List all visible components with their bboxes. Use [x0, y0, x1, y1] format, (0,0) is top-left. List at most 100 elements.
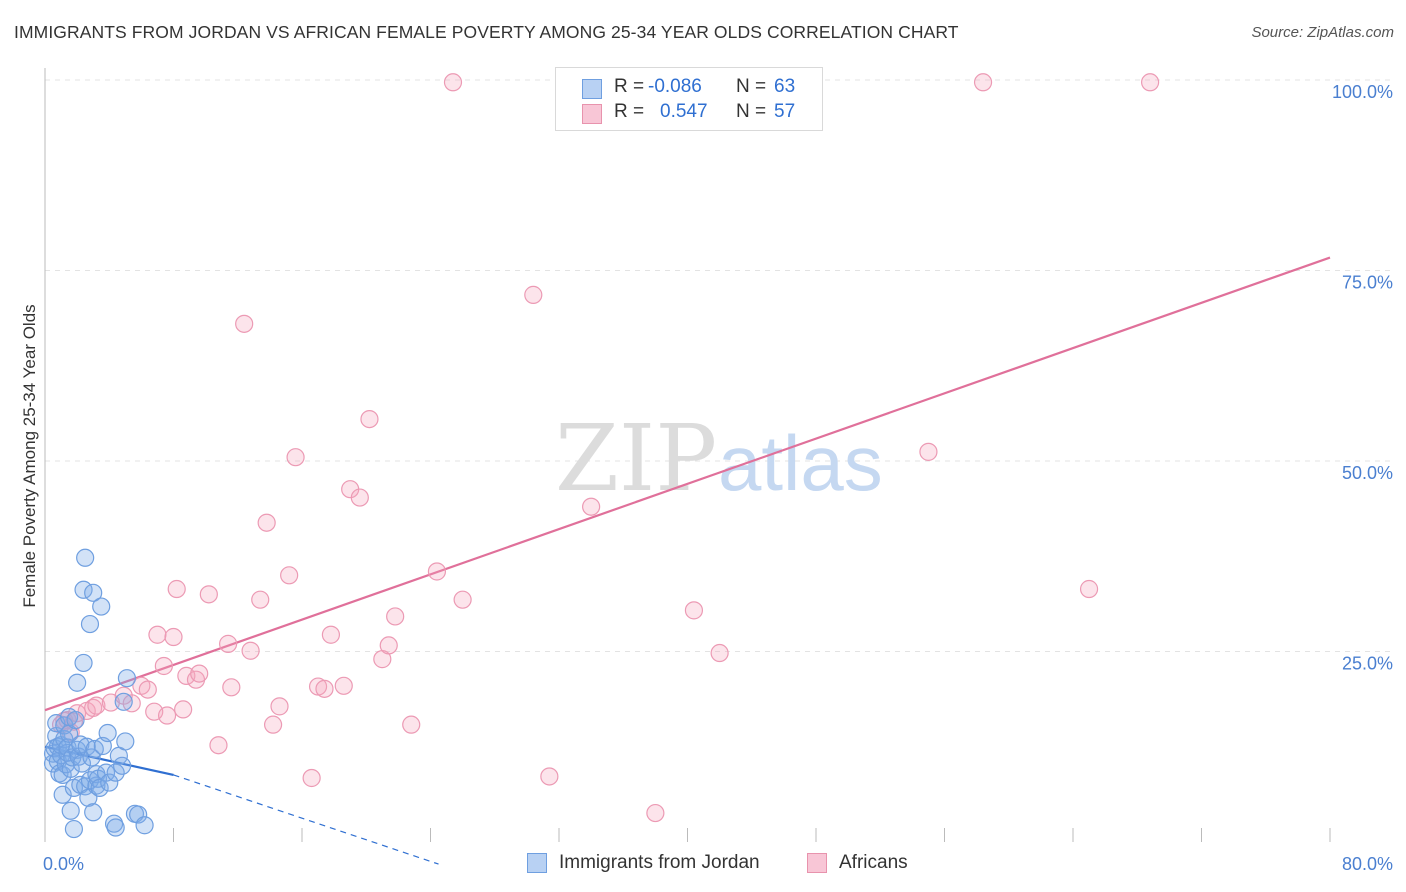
legend-n-label: N = [736, 76, 767, 97]
point-africans [973, 73, 993, 92]
grid-lines [45, 79, 1392, 652]
trend-lines [44, 256, 1331, 865]
point-africans [1140, 73, 1160, 92]
point-africans [379, 636, 398, 655]
axes [44, 68, 1331, 842]
point-jordan [64, 819, 84, 839]
point-jordan [98, 723, 117, 743]
point-africans [360, 409, 379, 429]
point-africans [164, 627, 183, 647]
source-credit: Source: ZipAtlas.com [1251, 24, 1394, 41]
point-africans [219, 634, 238, 653]
point-africans [402, 715, 421, 734]
point-africans [263, 715, 283, 734]
point-africans [257, 513, 276, 532]
point-africans [582, 497, 601, 516]
point-africans [84, 698, 103, 717]
point-africans [1079, 579, 1099, 599]
y-tick-label: 50.0% [1342, 463, 1393, 483]
legend-swatch-jordan [582, 79, 602, 99]
bottom-legend-swatch-africans [807, 853, 827, 873]
point-jordan [61, 801, 80, 820]
y-axis-title: Female Poverty Among 25-34 Year Olds [20, 304, 39, 607]
x-tick-label: 0.0% [43, 854, 84, 874]
point-jordan [116, 732, 135, 751]
point-jordan [84, 583, 103, 602]
point-africans [321, 625, 341, 644]
trend-line-africans [44, 256, 1331, 712]
tick-labels: 25.0% 50.0% 75.0% 100.0% 0.0% 80.0% [43, 82, 1393, 874]
point-jordan [92, 597, 111, 616]
point-africans [334, 676, 353, 695]
legend-row-africans: R = 0.547 N = 57 [556, 101, 822, 127]
point-africans [209, 736, 228, 755]
point-africans [199, 585, 218, 604]
bottom-legend-label-jordan: Immigrants from Jordan [559, 852, 760, 873]
chart-title: IMMIGRANTS FROM JORDAN VS AFRICAN FEMALE… [14, 22, 959, 42]
legend-n-value: 63 [774, 76, 796, 97]
point-jordan [100, 773, 119, 792]
legend-n-label: N = [736, 101, 767, 122]
point-africans [350, 488, 369, 507]
legend-r-value: 0.547 [660, 101, 708, 122]
point-africans [453, 590, 472, 609]
y-tick-label: 100.0% [1332, 82, 1393, 102]
point-africans [190, 664, 209, 683]
point-africans [251, 590, 270, 609]
point-africans [386, 607, 405, 626]
watermark: ZIP atlas [555, 405, 883, 512]
x-tick-label: 80.0% [1342, 854, 1393, 874]
point-africans [235, 314, 254, 333]
point-africans [167, 579, 186, 599]
point-africans [524, 285, 543, 304]
point-africans [222, 678, 241, 697]
point-jordan [114, 692, 133, 711]
y-tick-label: 75.0% [1342, 273, 1393, 293]
point-jordan [106, 818, 125, 837]
legend-n-value: 57 [774, 101, 796, 122]
point-jordan [74, 653, 93, 673]
bottom-legend-label-africans: Africans [839, 852, 908, 873]
data-points [43, 73, 1160, 839]
point-africans [154, 656, 173, 676]
point-jordan [96, 763, 116, 782]
watermark-zip: ZIP [555, 405, 717, 512]
point-jordan [66, 710, 85, 730]
legend-r-value: -0.086 [648, 76, 702, 97]
point-africans [286, 448, 305, 467]
trend-line-jordan-extension [173, 774, 439, 865]
legend-row-jordan: R = -0.086 N = 63 [556, 76, 822, 102]
y-tick-label: 25.0% [1342, 654, 1393, 674]
point-jordan [112, 756, 132, 775]
point-jordan [80, 614, 100, 634]
legend-swatch-africans [582, 104, 602, 124]
point-africans [646, 803, 665, 823]
point-jordan [76, 548, 95, 567]
point-africans [710, 643, 729, 663]
point-africans [315, 679, 334, 698]
point-jordan [55, 716, 74, 735]
point-africans [443, 73, 463, 92]
point-africans [174, 700, 193, 719]
watermark-atlas: atlas [718, 419, 883, 507]
point-africans [148, 625, 167, 644]
correlation-legend: R = -0.086 N = 63 R = 0.547 N = 57 [555, 67, 823, 131]
point-africans [280, 566, 299, 585]
point-africans [302, 768, 321, 788]
point-africans [919, 442, 938, 461]
legend-r-label: R = [614, 101, 645, 122]
point-africans [427, 562, 447, 581]
point-jordan [117, 669, 137, 688]
bottom-legend-swatch-jordan [527, 853, 547, 873]
legend-r-label: R = [614, 76, 645, 97]
point-jordan [90, 778, 109, 797]
point-africans [87, 696, 106, 715]
point-jordan [53, 785, 72, 804]
point-africans [157, 706, 177, 725]
point-africans [270, 697, 289, 716]
point-jordan [135, 816, 154, 835]
point-jordan [84, 803, 103, 822]
point-africans [241, 641, 260, 660]
point-jordan [129, 805, 148, 824]
point-africans [138, 680, 157, 699]
